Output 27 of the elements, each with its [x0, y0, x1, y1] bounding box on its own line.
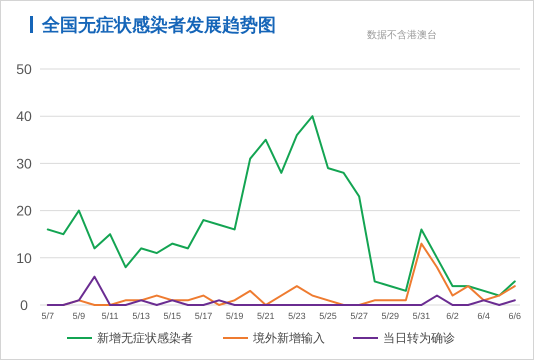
x-tick-label: 5/31: [412, 311, 430, 321]
y-tick-label: 40: [16, 108, 32, 124]
x-tick-label: 5/15: [164, 311, 182, 321]
x-tick-label: 5/19: [226, 311, 244, 321]
x-tick-label: 5/25: [319, 311, 337, 321]
x-tick-label: 5/29: [382, 311, 400, 321]
y-tick-label: 20: [16, 202, 32, 219]
y-tick-label: 10: [16, 250, 32, 266]
x-tick-label: 5/9: [72, 311, 86, 321]
x-tick-label: 5/17: [194, 311, 212, 321]
x-tick-label: 5/23: [288, 311, 306, 321]
x-tick-label: 5/7: [42, 311, 54, 321]
y-tick-label: 50: [16, 61, 32, 77]
x-tick-label: 6/4: [477, 311, 490, 321]
legend-label: 当日转为确诊: [383, 331, 455, 345]
x-tick-label: 5/21: [256, 311, 274, 321]
x-tick-label: 5/11: [102, 311, 118, 321]
x-tick-label: 6/2: [446, 311, 459, 321]
chart-title: 全国无症状感染者发展趋势图: [41, 15, 276, 35]
x-tick-label: 6/6: [508, 311, 522, 321]
x-tick-label: 5/13: [132, 311, 150, 321]
x-tick-label: 5/27: [350, 311, 368, 321]
legend-label: 新增无症状感染者: [97, 331, 193, 345]
y-tick-label: 0: [20, 297, 28, 313]
y-tick-label: 30: [16, 155, 32, 172]
text: 数据不含港澳台: [367, 29, 437, 41]
legend-label: 境外新增输入: [252, 331, 325, 345]
